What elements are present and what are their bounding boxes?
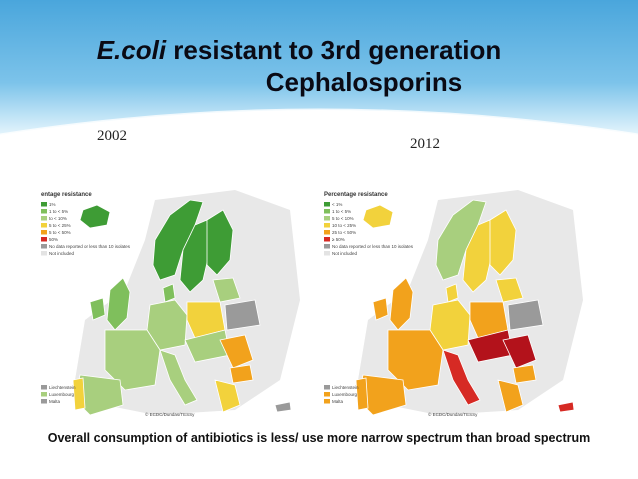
legend-label: ≥ 50% [332, 237, 345, 242]
legend-label: to < 10% [49, 216, 67, 221]
country-cyprus [274, 401, 292, 413]
country-finland [489, 209, 517, 276]
legend-label: No data reported or less than 10 isolate… [332, 244, 414, 249]
small-state-swatch [41, 385, 47, 390]
legend-label: 1 to < 5% [332, 209, 351, 214]
legend-swatch [324, 237, 330, 242]
legend-label: 25 to < 50% [332, 230, 356, 235]
country-sweden [462, 219, 494, 293]
country-greece [497, 379, 524, 413]
country-romania [219, 334, 254, 369]
legend-swatch [41, 202, 47, 207]
country-uk [389, 277, 414, 331]
small-state-label: Luxembourg [332, 392, 358, 397]
country-greece [214, 379, 241, 413]
small-state-swatch [324, 392, 330, 397]
legend-label: 1 to < 5% [49, 209, 68, 214]
title-line2: Cephalosporins [265, 67, 463, 97]
country-belarus [224, 299, 261, 331]
country-sweden [179, 219, 211, 293]
header-curve [0, 108, 638, 165]
legend-label: Not included [49, 251, 75, 256]
legend-items: < 1% 1 to < 5% 5 to < 10% 10 to < 25% 25 to … [324, 202, 414, 256]
small-state-label: Malta [332, 399, 344, 404]
legend-2012: Percentage resistance < 1% 1 to < 5% 5 to … [324, 192, 414, 256]
legend-label: 5 to < 25% [49, 223, 71, 228]
legend-2002: entage resistance 1% 1 to < 5% to < 10% 5 t… [41, 192, 131, 256]
year-label-2002: 2002 [97, 128, 127, 144]
legend-label: No data reported or less than 10 isolate… [49, 244, 131, 249]
legend-swatch [41, 251, 47, 256]
legend-label: 5 to < 50% [49, 230, 71, 235]
country-italy [159, 349, 198, 406]
legend-swatch [324, 209, 330, 214]
legend-swatch [324, 216, 330, 221]
country-finland [206, 209, 234, 276]
small-state-swatch [324, 385, 330, 390]
country-cyprus [557, 401, 575, 413]
title-italic: E.coli [96, 35, 167, 65]
country-portugal [72, 377, 86, 411]
legend-label: 1% [49, 202, 56, 207]
country-france [104, 329, 161, 391]
country-france [387, 329, 444, 391]
country-baltics [495, 277, 524, 303]
europe-map-2012: Percentage resistance < 1% 1 to < 5% 5 to … [318, 180, 588, 420]
legend-label: < 1% [332, 202, 342, 207]
legend-swatch [41, 223, 47, 228]
country-belarus [507, 299, 544, 331]
slide-title: E.coli resistant to 3rd generation Cepha… [0, 34, 638, 98]
map-credit: © ECDC/Dundas/TESSy [145, 411, 195, 417]
small-state-swatch [41, 399, 47, 404]
country-portugal [355, 377, 369, 411]
small-states-2002: Liechtenstein Luxembourg Malta [41, 385, 76, 404]
legend-title: entage resistance [41, 192, 92, 198]
footer-note: Overall consumption of antibiotics is le… [47, 431, 591, 445]
small-state-label: Liechtenstein [49, 385, 76, 390]
country-iceland [79, 204, 111, 229]
legend-swatch [324, 223, 330, 228]
legend-label: 50% [49, 237, 58, 242]
legend-items: 1% 1 to < 5% to < 10% 5 to < 25% 5 to < 50% 5… [41, 202, 131, 256]
europe-map-2002: entage resistance 1% 1 to < 5% to < 10% 5 t… [35, 180, 305, 420]
country-bulgaria [512, 364, 537, 384]
country-iceland [362, 204, 394, 229]
country-bulgaria [229, 364, 254, 384]
country-italy [442, 349, 481, 406]
country-ireland [89, 297, 106, 321]
year-label-2012: 2012 [410, 136, 440, 152]
legend-swatch [324, 244, 330, 249]
legend-swatch [324, 202, 330, 207]
small-state-swatch [324, 399, 330, 404]
title-line1-rest: resistant to 3rd generation [166, 35, 502, 65]
legend-label: 10 to < 25% [332, 223, 356, 228]
legend-swatch [324, 230, 330, 235]
legend-label: Not included [332, 251, 358, 256]
small-state-swatch [41, 392, 47, 397]
legend-label: 5 to < 10% [332, 216, 354, 221]
legend-title: Percentage resistance [324, 192, 388, 198]
small-state-label: Liechtenstein [332, 385, 359, 390]
legend-swatch [41, 244, 47, 249]
small-states-2012: Liechtenstein Luxembourg Malta [324, 385, 359, 404]
map-credit: © ECDC/Dundas/TESSy [428, 411, 478, 417]
country-uk [106, 277, 131, 331]
country-denmark [445, 283, 459, 303]
country-baltics [212, 277, 241, 303]
country-denmark [162, 283, 176, 303]
small-state-label: Luxembourg [49, 392, 75, 397]
legend-swatch [324, 251, 330, 256]
legend-swatch [41, 216, 47, 221]
legend-swatch [41, 230, 47, 235]
country-ireland [372, 297, 389, 321]
small-state-label: Malta [49, 399, 61, 404]
legend-swatch [41, 209, 47, 214]
country-romania [502, 334, 537, 369]
legend-swatch [41, 237, 47, 242]
